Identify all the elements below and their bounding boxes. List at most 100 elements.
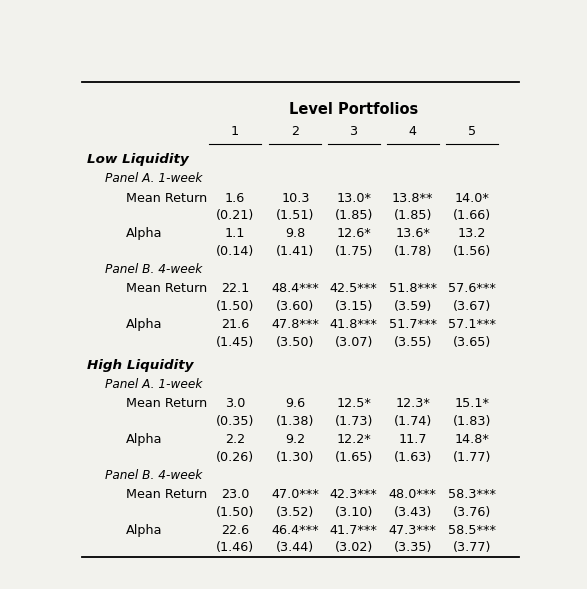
Text: 57.1***: 57.1***: [448, 318, 496, 331]
Text: High Liquidity: High Liquidity: [87, 359, 194, 372]
Text: Panel B. 4-week: Panel B. 4-week: [105, 263, 203, 276]
Text: 51.7***: 51.7***: [389, 318, 437, 331]
Text: (1.51): (1.51): [276, 209, 315, 223]
Text: (0.35): (0.35): [215, 415, 254, 428]
Text: (1.41): (1.41): [276, 245, 315, 258]
Text: 9.6: 9.6: [285, 397, 305, 411]
Text: (3.02): (3.02): [335, 541, 373, 554]
Text: Mean Return: Mean Return: [126, 397, 207, 411]
Text: 3.0: 3.0: [225, 397, 245, 411]
Text: 9.8: 9.8: [285, 227, 305, 240]
Text: 47.0***: 47.0***: [271, 488, 319, 501]
Text: (1.73): (1.73): [335, 415, 373, 428]
Text: Panel A. 1-week: Panel A. 1-week: [105, 173, 203, 186]
Text: (3.59): (3.59): [394, 300, 432, 313]
Text: (3.50): (3.50): [276, 336, 315, 349]
Text: 41.7***: 41.7***: [330, 524, 377, 537]
Text: Alpha: Alpha: [126, 318, 162, 331]
Text: 12.3*: 12.3*: [395, 397, 430, 411]
Text: 12.6*: 12.6*: [336, 227, 371, 240]
Text: 2.2: 2.2: [225, 433, 245, 446]
Text: (3.65): (3.65): [453, 336, 491, 349]
Text: (1.46): (1.46): [216, 541, 254, 554]
Text: (1.83): (1.83): [453, 415, 491, 428]
Text: (1.38): (1.38): [276, 415, 315, 428]
Text: 42.3***: 42.3***: [330, 488, 377, 501]
Text: 41.8***: 41.8***: [330, 318, 377, 331]
Text: 42.5***: 42.5***: [330, 282, 377, 295]
Text: 47.3***: 47.3***: [389, 524, 437, 537]
Text: (3.60): (3.60): [276, 300, 315, 313]
Text: Alpha: Alpha: [126, 524, 162, 537]
Text: Mean Return: Mean Return: [126, 191, 207, 204]
Text: 48.0***: 48.0***: [389, 488, 437, 501]
Text: 48.4***: 48.4***: [272, 282, 319, 295]
Text: (1.85): (1.85): [393, 209, 432, 223]
Text: 1.1: 1.1: [225, 227, 245, 240]
Text: 4: 4: [409, 125, 417, 138]
Text: 57.6***: 57.6***: [448, 282, 496, 295]
Text: Alpha: Alpha: [126, 227, 162, 240]
Text: 58.5***: 58.5***: [448, 524, 496, 537]
Text: 23.0: 23.0: [221, 488, 249, 501]
Text: 1: 1: [231, 125, 239, 138]
Text: 22.1: 22.1: [221, 282, 249, 295]
Text: 14.8*: 14.8*: [454, 433, 490, 446]
Text: (1.65): (1.65): [335, 451, 373, 464]
Text: 13.0*: 13.0*: [336, 191, 371, 204]
Text: (0.21): (0.21): [216, 209, 254, 223]
Text: 3: 3: [349, 125, 357, 138]
Text: (3.07): (3.07): [335, 336, 373, 349]
Text: 58.3***: 58.3***: [448, 488, 496, 501]
Text: 13.8**: 13.8**: [392, 191, 433, 204]
Text: 51.8***: 51.8***: [389, 282, 437, 295]
Text: (1.75): (1.75): [335, 245, 373, 258]
Text: (1.74): (1.74): [394, 415, 432, 428]
Text: 1.6: 1.6: [225, 191, 245, 204]
Text: 21.6: 21.6: [221, 318, 249, 331]
Text: 12.2*: 12.2*: [336, 433, 371, 446]
Text: 47.8***: 47.8***: [271, 318, 319, 331]
Text: Panel A. 1-week: Panel A. 1-week: [105, 378, 203, 391]
Text: 46.4***: 46.4***: [272, 524, 319, 537]
Text: (1.56): (1.56): [453, 245, 491, 258]
Text: 11.7: 11.7: [399, 433, 427, 446]
Text: 12.5*: 12.5*: [336, 397, 371, 411]
Text: (1.50): (1.50): [215, 300, 254, 313]
Text: 5: 5: [468, 125, 476, 138]
Text: (3.55): (3.55): [393, 336, 432, 349]
Text: 13.6*: 13.6*: [395, 227, 430, 240]
Text: (1.85): (1.85): [335, 209, 373, 223]
Text: (1.45): (1.45): [216, 336, 254, 349]
Text: 2: 2: [291, 125, 299, 138]
Text: (1.50): (1.50): [215, 506, 254, 519]
Text: 22.6: 22.6: [221, 524, 249, 537]
Text: (1.30): (1.30): [276, 451, 315, 464]
Text: Mean Return: Mean Return: [126, 488, 207, 501]
Text: (3.35): (3.35): [393, 541, 432, 554]
Text: (1.78): (1.78): [393, 245, 432, 258]
Text: Low Liquidity: Low Liquidity: [87, 153, 189, 166]
Text: (3.52): (3.52): [276, 506, 315, 519]
Text: Mean Return: Mean Return: [126, 282, 207, 295]
Text: (3.76): (3.76): [453, 506, 491, 519]
Text: (3.15): (3.15): [335, 300, 373, 313]
Text: 13.2: 13.2: [458, 227, 486, 240]
Text: (3.44): (3.44): [276, 541, 315, 554]
Text: (0.26): (0.26): [216, 451, 254, 464]
Text: (3.67): (3.67): [453, 300, 491, 313]
Text: (3.43): (3.43): [394, 506, 432, 519]
Text: 10.3: 10.3: [281, 191, 309, 204]
Text: (1.63): (1.63): [394, 451, 432, 464]
Text: 9.2: 9.2: [285, 433, 305, 446]
Text: Level Portfolios: Level Portfolios: [289, 101, 418, 117]
Text: (3.10): (3.10): [335, 506, 373, 519]
Text: 14.0*: 14.0*: [454, 191, 490, 204]
Text: (1.77): (1.77): [453, 451, 491, 464]
Text: (0.14): (0.14): [216, 245, 254, 258]
Text: 15.1*: 15.1*: [454, 397, 490, 411]
Text: Panel B. 4-week: Panel B. 4-week: [105, 469, 203, 482]
Text: (3.77): (3.77): [453, 541, 491, 554]
Text: (1.66): (1.66): [453, 209, 491, 223]
Text: Alpha: Alpha: [126, 433, 162, 446]
